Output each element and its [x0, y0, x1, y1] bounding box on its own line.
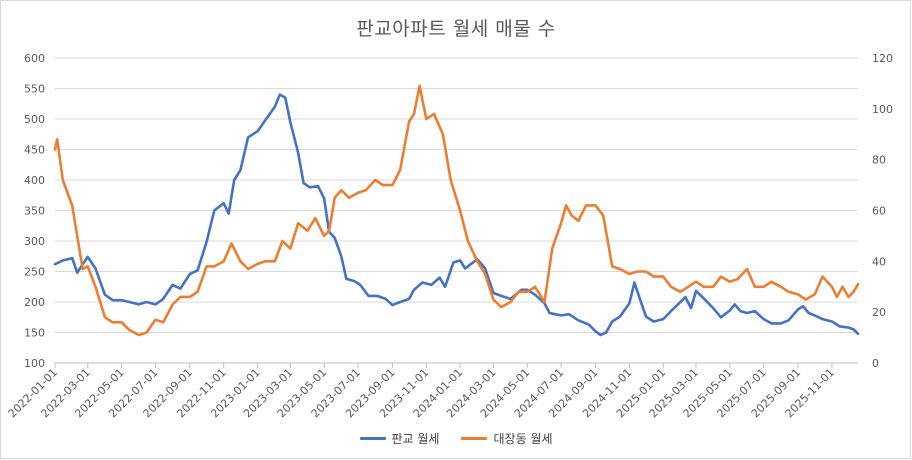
gridlines	[55, 57, 858, 364]
y-axis-right: 0 20 40 60 80 100 120	[872, 52, 893, 370]
series-line-pangyo	[53, 93, 860, 337]
y-right-tick-label: 0	[872, 357, 879, 370]
y-right-tick-label: 80	[872, 154, 886, 167]
chart-plot-area: 100 150 200 250 300 350 400 450 500 550 600 0 20 40 6…	[6, 52, 893, 420]
y-right-tick-label: 40	[872, 255, 886, 268]
legend-swatch-daejang	[461, 437, 488, 440]
legend-label-daejang: 대장동 월세	[493, 432, 553, 446]
series-line-daejang	[53, 84, 860, 337]
y-right-tick-label: 20	[872, 306, 886, 319]
y-left-tick-label: 250	[24, 266, 45, 279]
y-left-tick-label: 600	[24, 52, 45, 65]
y-right-tick-label: 120	[872, 52, 893, 65]
chart-title: 판교아파트 월세 매물 수	[356, 18, 556, 40]
y-left-tick-label: 350	[24, 205, 45, 218]
legend-item-pangyo: 판교 월세	[359, 430, 440, 447]
y-left-tick-label: 100	[24, 357, 45, 370]
y-right-tick-label: 60	[872, 205, 886, 218]
legend-swatch-pangyo	[359, 437, 386, 440]
y-left-tick-label: 150	[24, 327, 45, 340]
y-left-tick-label: 200	[24, 296, 45, 309]
series-lines	[53, 84, 860, 337]
y-right-tick-label: 100	[872, 103, 893, 116]
legend-label-pangyo: 판교 월세	[391, 432, 440, 446]
y-left-tick-label: 550	[24, 83, 45, 96]
y-left-tick-label: 500	[24, 113, 45, 126]
x-axis: 2022-01-012022-03-012022-05-012022-07-01…	[6, 363, 837, 420]
legend-item-daejang: 대장동 월세	[461, 430, 553, 447]
y-left-tick-label: 450	[24, 144, 45, 157]
y-axis-left: 100 150 200 250 300 350 400 450 500 550 600	[24, 52, 45, 370]
y-left-tick-label: 300	[24, 235, 45, 248]
y-left-tick-label: 400	[24, 174, 45, 187]
legend: 판교 월세 대장동 월세	[0, 430, 912, 447]
